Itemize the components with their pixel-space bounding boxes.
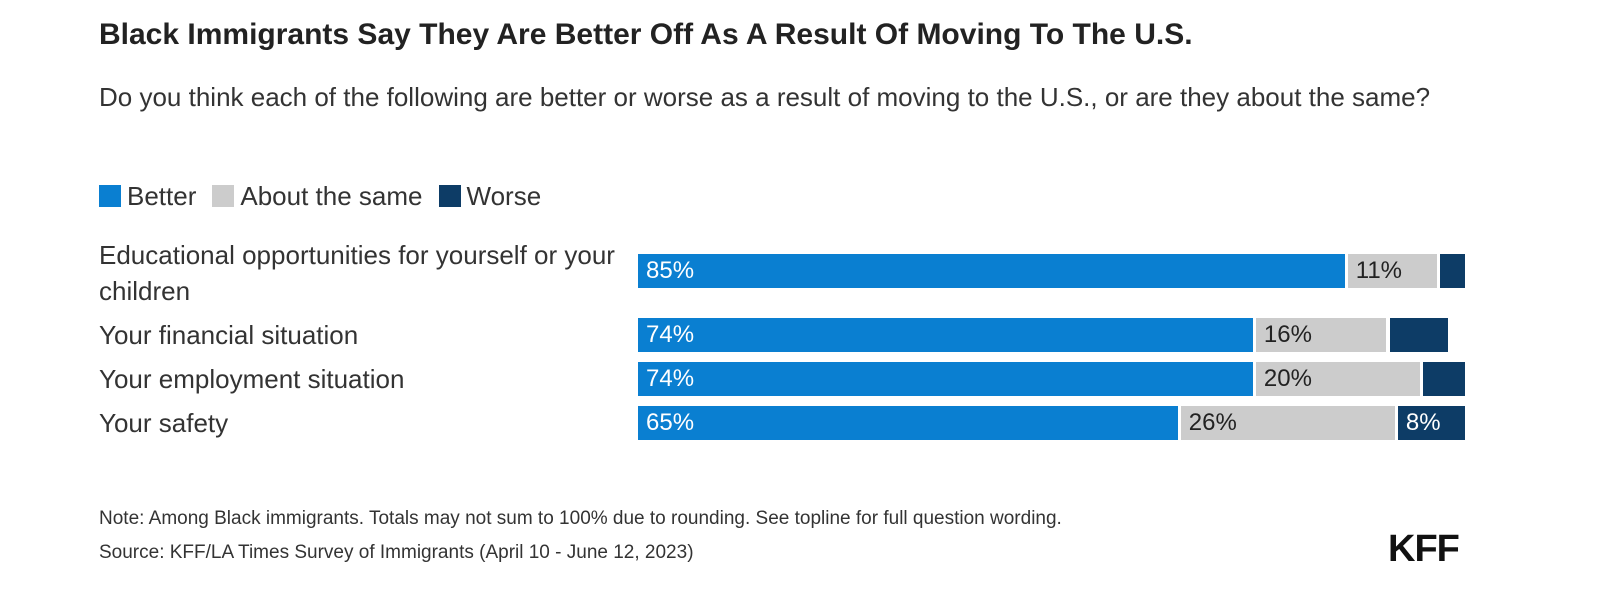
kff-logo: KFF: [1388, 528, 1460, 570]
bar-better-3: [638, 406, 1178, 440]
legend-swatch-same: [212, 185, 235, 207]
bar-label-better-1: 74%: [646, 321, 695, 348]
bar-label-worse-3: 8%: [1405, 409, 1441, 436]
chart-subtitle: Do you think each of the following are b…: [99, 82, 1431, 112]
bar-same-1: [1255, 318, 1387, 352]
bar-worse-3: [1397, 406, 1465, 440]
legend-swatch-worse: [438, 185, 461, 207]
bar-same-2: [1255, 362, 1420, 396]
legend-label-worse: Worse: [466, 180, 542, 211]
category-label-financial: Your financial situation: [99, 320, 359, 350]
legend-swatch-better: [99, 185, 121, 207]
bar-label-same-1: 16%: [1263, 321, 1312, 348]
category-label-education: Educational opportunities for yourself o…: [99, 240, 615, 306]
legend-item-better: Better: [99, 181, 196, 212]
chart-source: Source: KFF/LA Times Survey of Immigrant…: [99, 542, 694, 563]
chart-title: Black Immigrants Say They Are Better Off…: [99, 18, 1193, 51]
legend: Better About the same Worse: [99, 180, 557, 212]
bar-label-same-0: 11%: [1355, 257, 1403, 284]
bar-label-better-2: 74%: [646, 365, 695, 392]
category-label-employment: Your employment situation: [99, 364, 405, 394]
bar-worse-0: [1439, 254, 1465, 288]
chart-note: Note: Among Black immigrants. Totals may…: [99, 508, 1062, 529]
bar-label-same-3: 26%: [1188, 409, 1237, 436]
bar-worse-1: [1389, 318, 1448, 352]
bar-worse-2: [1422, 362, 1465, 396]
legend-label-same: About the same: [240, 180, 423, 211]
bar-better-1: [638, 318, 1253, 352]
legend-item-worse: Worse: [438, 180, 542, 212]
bar-label-same-2: 20%: [1263, 365, 1312, 392]
category-label-safety: Your safety: [99, 408, 229, 438]
bar-label-better-0: 85%: [646, 257, 695, 284]
bar-better-2: [638, 362, 1253, 396]
bar-same-3: [1180, 406, 1395, 440]
bar-better-0: [638, 254, 1345, 288]
legend-label-better: Better: [127, 180, 197, 211]
legend-item-same: About the same: [212, 180, 423, 212]
bar-same-0: [1347, 254, 1437, 288]
bar-label-better-3: 65%: [646, 409, 695, 436]
